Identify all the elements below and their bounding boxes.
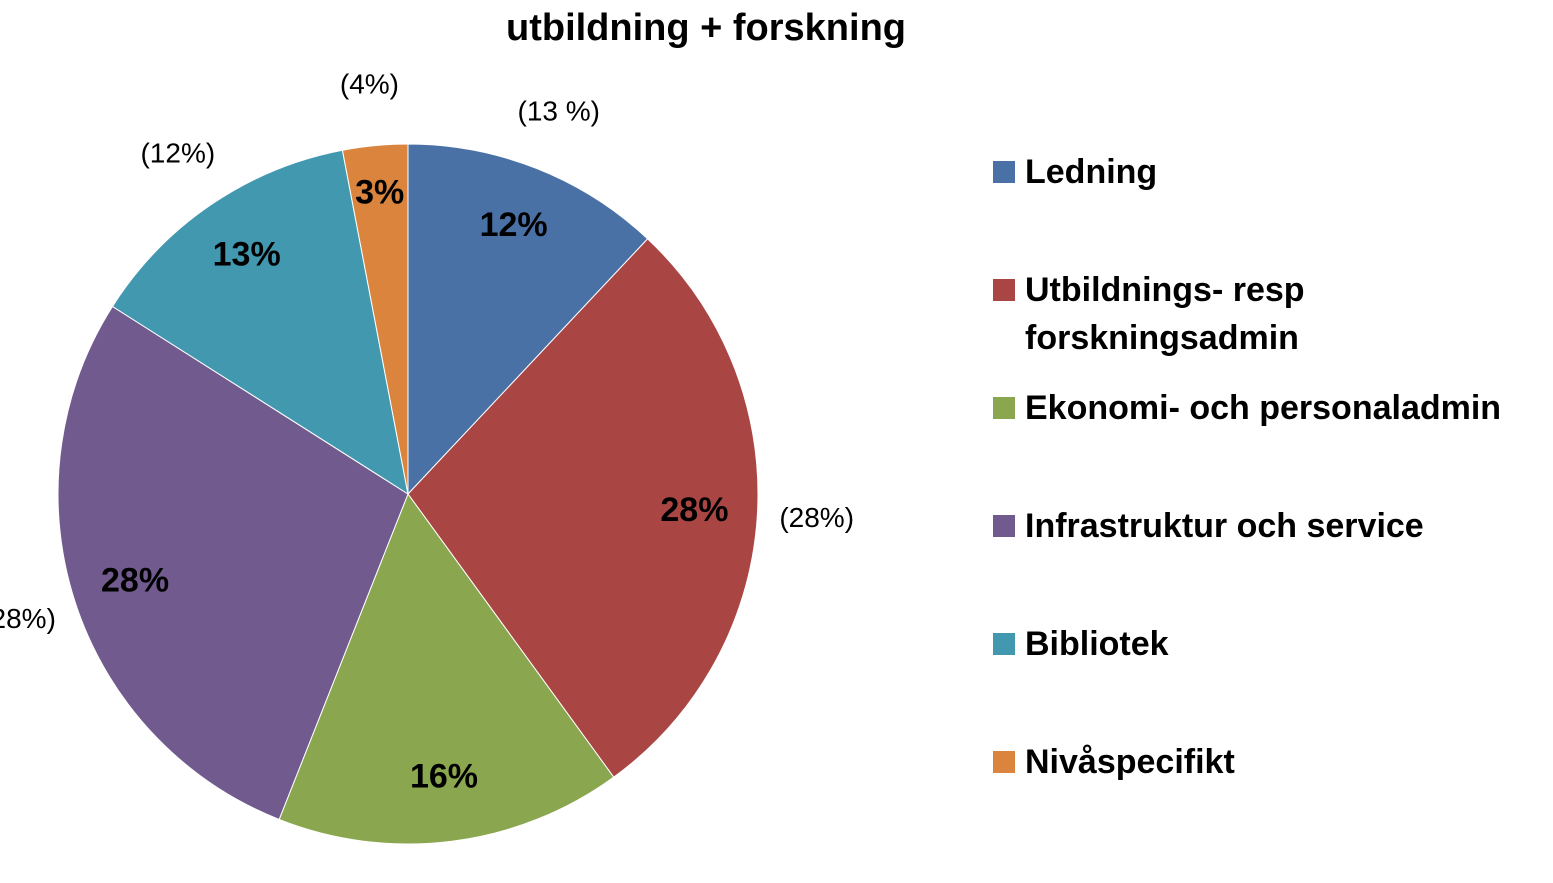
comparison-label: (13 %) <box>518 96 600 127</box>
chart-title: utbildning + forskning <box>506 7 906 49</box>
legend-item: Nivåspecifikt <box>993 738 1501 786</box>
legend-label: Ledning <box>1025 153 1158 191</box>
legend: Ledning Utbildnings- resp forskningsadmin… <box>993 148 1501 856</box>
legend-swatch <box>993 751 1015 773</box>
legend-item: Utbildnings- resp forskningsadmin <box>993 266 1501 362</box>
pie-slice <box>278 492 615 845</box>
legend-label: Nivåspecifikt <box>1025 743 1235 781</box>
legend-label: Utbildnings- resp forskningsadmin <box>1025 271 1305 357</box>
legend-label: Bibliotek <box>1025 625 1169 663</box>
pie-slice <box>407 143 649 496</box>
value-label: 3% <box>355 173 404 211</box>
pie-slice <box>111 149 409 496</box>
value-label: 12% <box>480 206 548 244</box>
legend-item: Ledning <box>993 148 1501 196</box>
pie-slice <box>341 143 409 495</box>
legend-item: Ekonomi- och personaladmin <box>993 384 1501 432</box>
legend-swatch <box>993 397 1015 419</box>
legend-swatch <box>993 515 1015 537</box>
value-label: 16% <box>410 758 478 796</box>
comparison-label: (28%) <box>779 502 854 533</box>
legend-item: Infrastruktur och service <box>993 502 1501 550</box>
legend-swatch <box>993 161 1015 183</box>
legend-item: Bibliotek <box>993 620 1501 668</box>
value-label: 13% <box>213 236 281 274</box>
comparison-label: (28%) <box>0 603 56 634</box>
value-label: 28% <box>101 562 169 600</box>
value-label: 28% <box>660 491 728 529</box>
legend-swatch <box>993 279 1015 301</box>
legend-swatch <box>993 633 1015 655</box>
pie-slice <box>407 238 759 778</box>
pie-slice <box>57 305 409 821</box>
comparison-label: (4%) <box>340 69 399 100</box>
comparison-label: (12%) <box>140 138 215 169</box>
legend-label: Ekonomi- och personaladmin <box>1025 389 1502 427</box>
legend-label: Infrastruktur och service <box>1025 507 1424 545</box>
